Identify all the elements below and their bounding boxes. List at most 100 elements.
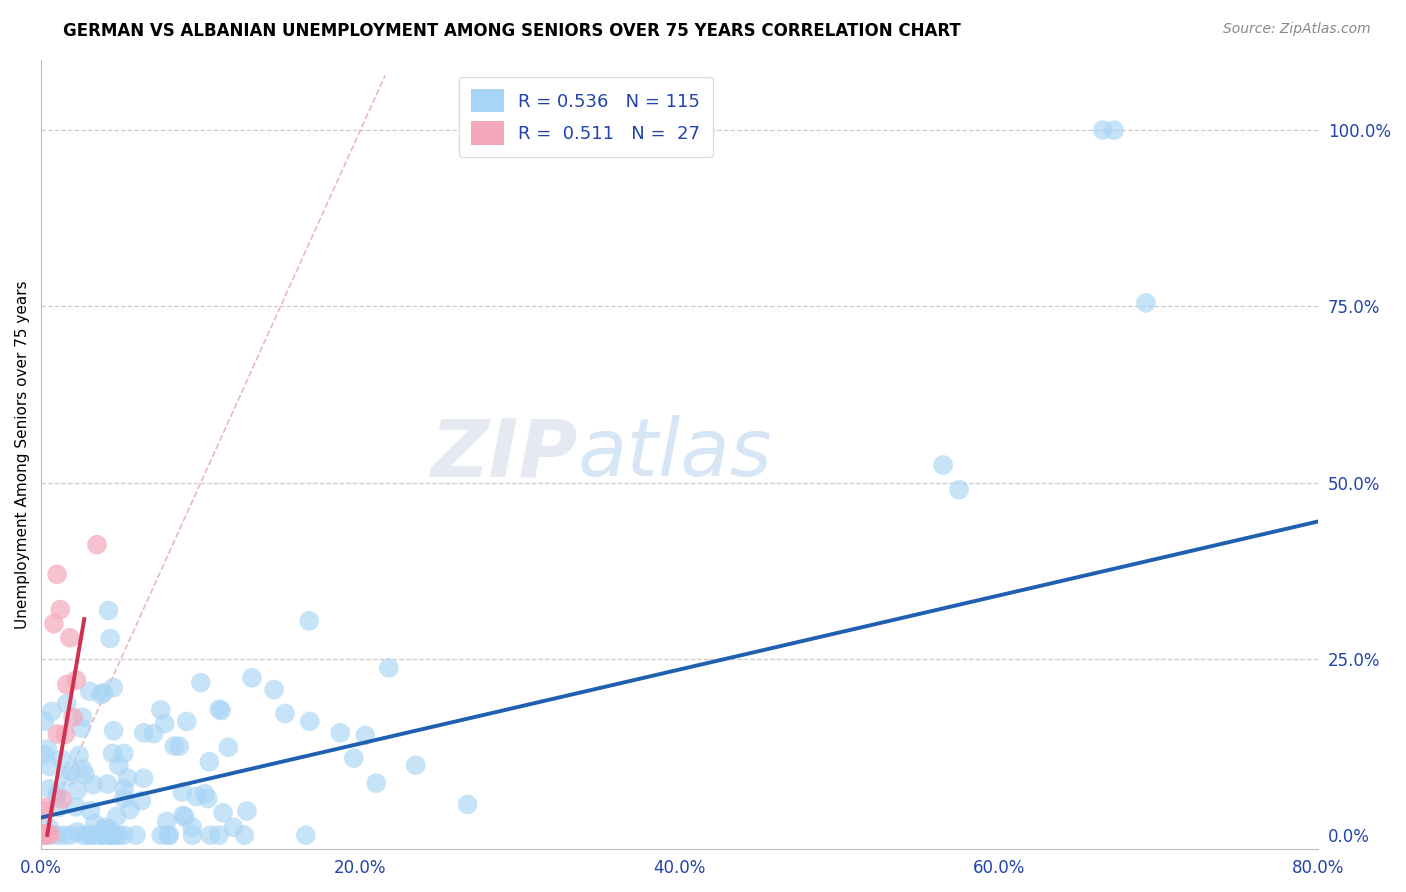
Point: [55, 697, 77, 711]
Point: [79, 804, 101, 818]
Point: [34, 800, 56, 814]
Point: [86, 538, 108, 552]
Point: [34, 714, 56, 728]
Point: [105, 809, 128, 823]
Point: [96, 777, 118, 791]
Point: [186, 789, 208, 804]
Point: [932, 458, 955, 472]
Point: [82, 828, 104, 842]
Point: [209, 704, 232, 718]
Point: [149, 703, 172, 717]
Point: [948, 483, 970, 497]
Point: [38, 821, 60, 835]
Point: [108, 758, 131, 772]
Point: [197, 791, 219, 805]
Point: [66, 825, 89, 839]
Point: [38, 828, 60, 842]
Point: [35, 828, 58, 842]
Point: [132, 771, 155, 785]
Point: [39, 759, 62, 773]
Point: [51, 792, 73, 806]
Point: [343, 751, 366, 765]
Point: [49, 602, 72, 616]
Point: [405, 758, 427, 772]
Point: [97, 603, 120, 617]
Point: [194, 787, 217, 801]
Point: [100, 828, 122, 842]
Point: [77, 828, 100, 842]
Point: [73, 767, 96, 781]
Point: [181, 828, 204, 842]
Point: [132, 726, 155, 740]
Point: [295, 828, 318, 842]
Point: [298, 614, 321, 628]
Point: [167, 739, 190, 754]
Point: [172, 808, 194, 822]
Point: [38, 781, 60, 796]
Point: [59, 828, 82, 842]
Point: [100, 828, 122, 842]
Point: [35, 828, 58, 842]
Point: [274, 706, 297, 721]
Point: [173, 810, 195, 824]
Point: [240, 671, 263, 685]
Point: [65, 673, 87, 687]
Point: [31, 828, 53, 842]
Point: [208, 828, 231, 842]
Point: [46, 785, 69, 799]
Point: [97, 828, 120, 842]
Point: [112, 781, 135, 796]
Point: [46, 789, 69, 804]
Point: [80, 828, 103, 842]
Text: ZIP: ZIP: [430, 416, 578, 493]
Legend: R = 0.536   N = 115, R =  0.511   N =  27: R = 0.536 N = 115, R = 0.511 N = 27: [458, 77, 713, 157]
Point: [190, 675, 212, 690]
Point: [236, 804, 259, 818]
Point: [117, 771, 139, 785]
Point: [176, 714, 198, 729]
Point: [83, 816, 105, 830]
Point: [34, 828, 56, 842]
Point: [125, 828, 148, 842]
Text: GERMAN VS ALBANIAN UNEMPLOYMENT AMONG SENIORS OVER 75 YEARS CORRELATION CHART: GERMAN VS ALBANIAN UNEMPLOYMENT AMONG SE…: [63, 22, 962, 40]
Point: [181, 820, 204, 834]
Point: [32, 828, 55, 842]
Point: [65, 800, 87, 814]
Point: [60, 764, 83, 779]
Point: [41, 705, 63, 719]
Point: [67, 748, 90, 763]
Point: [62, 710, 84, 724]
Point: [32, 828, 55, 842]
Point: [112, 828, 135, 842]
Point: [35, 828, 58, 842]
Point: [72, 828, 94, 842]
Point: [91, 828, 114, 842]
Point: [107, 828, 129, 842]
Point: [34, 828, 56, 842]
Point: [150, 828, 173, 842]
Point: [103, 681, 125, 695]
Point: [55, 677, 77, 691]
Point: [48, 800, 70, 814]
Point: [98, 632, 121, 646]
Point: [457, 797, 479, 812]
Point: [354, 728, 377, 742]
Point: [1135, 296, 1157, 310]
Point: [94, 820, 117, 834]
Point: [112, 747, 135, 761]
Point: [70, 721, 93, 735]
Point: [98, 822, 121, 837]
Point: [208, 702, 231, 716]
Point: [156, 814, 179, 829]
Point: [157, 828, 180, 842]
Point: [37, 742, 59, 756]
Point: [298, 714, 321, 729]
Point: [82, 778, 104, 792]
Point: [329, 725, 352, 739]
Point: [233, 828, 256, 842]
Point: [51, 752, 73, 766]
Point: [118, 803, 141, 817]
Point: [53, 727, 76, 741]
Point: [159, 828, 181, 842]
Point: [112, 791, 135, 805]
